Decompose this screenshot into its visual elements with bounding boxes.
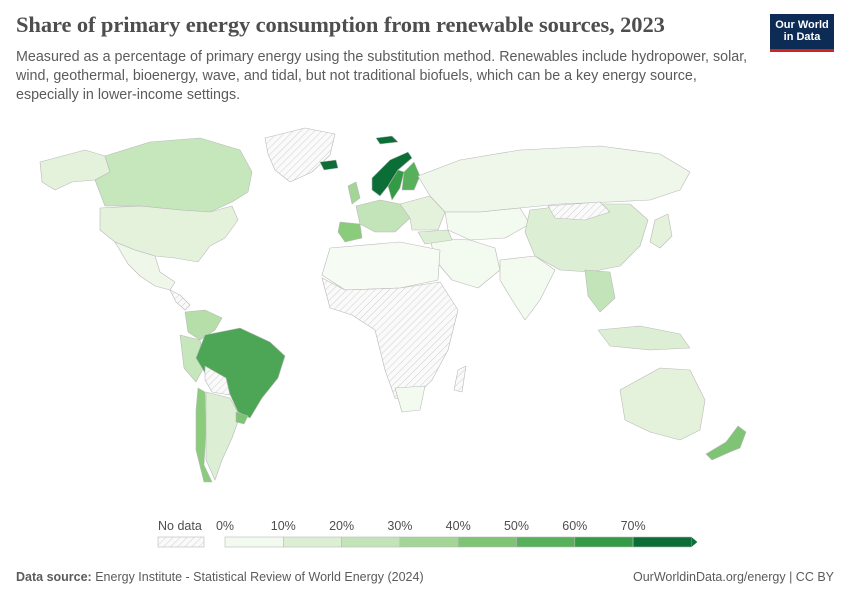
region-western-europe[interactable] xyxy=(355,199,411,233)
region-mexico[interactable] xyxy=(114,241,176,291)
chart-subtitle: Measured as a percentage of primary ener… xyxy=(16,49,748,103)
region-mongolia[interactable] xyxy=(547,201,611,221)
region-middle-east[interactable] xyxy=(429,237,501,289)
footer-source-label: Data source: xyxy=(16,570,92,584)
region-australia[interactable] xyxy=(619,367,706,441)
region-colombia-venezuela[interactable] xyxy=(184,309,223,341)
legend-color-bins xyxy=(224,536,698,548)
logo-line-2: in Data xyxy=(783,31,821,43)
region-canada[interactable] xyxy=(94,137,253,213)
legend-no-data-label: No data xyxy=(158,519,202,533)
map-legend: No data 0% 10% 20% 30% 40% 50% 60% 70% xyxy=(157,519,698,548)
legend-tick-5: 50% xyxy=(504,519,529,533)
owid-logo[interactable]: Our World in Data xyxy=(770,14,834,52)
region-iceland[interactable] xyxy=(319,159,339,171)
region-peru[interactable] xyxy=(179,334,206,383)
region-svalbard[interactable] xyxy=(375,135,399,145)
region-china[interactable] xyxy=(524,203,649,273)
legend-bin-6 xyxy=(574,536,634,548)
region-uruguay[interactable] xyxy=(235,411,249,425)
region-sub-saharan-africa[interactable] xyxy=(321,277,459,403)
legend-tick-4: 40% xyxy=(446,519,471,533)
legend-bin-5 xyxy=(516,536,576,548)
region-russia[interactable] xyxy=(417,145,691,213)
logo-line-1: Our World xyxy=(775,19,829,31)
legend-bin-0 xyxy=(224,536,284,548)
region-south-africa[interactable] xyxy=(394,385,426,413)
legend-bin-4 xyxy=(457,536,517,548)
region-indonesia[interactable] xyxy=(597,325,691,351)
region-finland[interactable] xyxy=(401,161,421,191)
region-india[interactable] xyxy=(499,255,556,321)
legend-bin-7 xyxy=(632,536,692,548)
legend-tick-1: 10% xyxy=(271,519,296,533)
legend-bin-1 xyxy=(282,536,342,548)
region-usa[interactable] xyxy=(99,205,239,263)
legend-bin-3 xyxy=(399,536,459,548)
region-japan[interactable] xyxy=(649,213,673,249)
legend-tick-7: 70% xyxy=(621,519,646,533)
world-map[interactable] xyxy=(0,120,850,510)
legend-bin-2 xyxy=(341,536,401,548)
region-sweden[interactable] xyxy=(387,169,405,201)
legend-no-data-swatch xyxy=(157,536,205,548)
footer-source: Data source: Energy Institute - Statisti… xyxy=(16,570,424,584)
footer-source-text: Energy Institute - Statistical Review of… xyxy=(95,570,424,584)
legend-tick-6: 60% xyxy=(562,519,587,533)
legend-tick-0: 0% xyxy=(216,519,234,533)
legend-tick-2: 20% xyxy=(329,519,354,533)
legend-tick-3: 30% xyxy=(387,519,412,533)
region-argentina[interactable] xyxy=(205,391,241,481)
footer-credit[interactable]: OurWorldinData.org/energy | CC BY xyxy=(632,570,834,584)
region-new-zealand[interactable] xyxy=(705,425,747,461)
region-chile[interactable] xyxy=(195,387,213,483)
region-southeast-asia[interactable] xyxy=(584,269,616,313)
region-uk[interactable] xyxy=(347,181,361,205)
region-bolivia[interactable] xyxy=(204,365,231,396)
region-greenland[interactable] xyxy=(264,127,336,183)
region-north-africa[interactable] xyxy=(321,241,441,291)
legend-tick-labels: 0% 10% 20% 30% 40% 50% 60% 70% xyxy=(216,519,646,533)
region-iberia[interactable] xyxy=(337,221,363,243)
region-central-asia[interactable] xyxy=(444,207,531,241)
region-central-america[interactable] xyxy=(169,289,191,311)
chart-title: Share of primary energy consumption from… xyxy=(16,12,665,37)
region-turkey[interactable] xyxy=(417,229,453,245)
region-madagascar[interactable] xyxy=(453,365,467,393)
legend-arrow-tip xyxy=(691,537,698,547)
